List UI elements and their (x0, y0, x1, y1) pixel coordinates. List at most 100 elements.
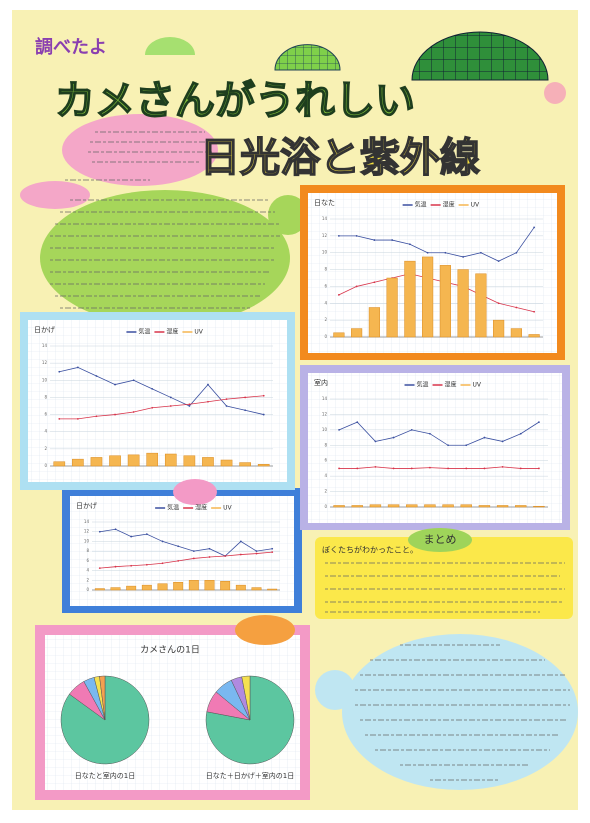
chart-title: 日なた (314, 199, 335, 207)
bar (53, 461, 66, 467)
bar (442, 504, 454, 508)
bar (515, 505, 527, 508)
bar (369, 504, 382, 508)
point (483, 436, 486, 439)
point (58, 417, 61, 420)
y-tick-label: 4 (324, 300, 327, 305)
point (114, 383, 116, 386)
legend-label: UV (194, 329, 203, 336)
point (538, 421, 540, 424)
point (114, 528, 117, 531)
point (483, 467, 486, 470)
point (169, 396, 172, 399)
bar (496, 505, 509, 508)
turtle-head (544, 82, 566, 104)
line (338, 227, 535, 262)
legend-label: UV (471, 202, 480, 209)
point (255, 550, 258, 553)
line (99, 528, 273, 557)
summary-lead: ぼくたちがわかったこと。 (322, 545, 418, 555)
point (497, 302, 500, 305)
point (519, 467, 522, 470)
bar (333, 332, 345, 338)
point (207, 400, 209, 403)
point (225, 405, 228, 407)
bar (404, 260, 416, 338)
bar (386, 277, 398, 338)
bar (183, 455, 196, 467)
point (98, 567, 101, 570)
point (271, 551, 274, 554)
point (151, 387, 154, 390)
point (515, 251, 518, 254)
y-tick-label: 8 (324, 267, 327, 272)
legend-label: UV (473, 382, 482, 389)
point (373, 281, 376, 284)
pie-label: 日なたと室内の1日 (75, 771, 135, 780)
bar (251, 587, 262, 591)
line (339, 466, 539, 469)
y-tick-label: 12 (84, 529, 90, 534)
point (533, 310, 536, 313)
pie-slice (99, 675, 106, 721)
handwriting (355, 644, 570, 781)
chart-title: 室内 (314, 378, 328, 387)
bar (457, 269, 469, 338)
legend-label: UV (223, 505, 232, 512)
summary-heading: まとめ (424, 533, 457, 546)
y-tick-label: 2 (44, 446, 47, 451)
bar (510, 328, 522, 338)
pie-slice (241, 675, 251, 721)
point (408, 243, 411, 246)
legend-label: 気温 (415, 201, 427, 209)
pie-heading: カメさんの1日 (140, 645, 200, 656)
point (207, 383, 209, 386)
point (338, 428, 340, 431)
legend-label: 湿度 (166, 328, 178, 336)
point (338, 467, 340, 470)
small-shell (274, 44, 341, 71)
y-tick-label: 0 (44, 463, 47, 468)
bar (235, 584, 246, 591)
point (169, 405, 172, 407)
green-turtle-head (268, 195, 308, 235)
point (444, 251, 447, 254)
summary-box (315, 537, 573, 619)
title: カメさんがうれしい (55, 78, 415, 124)
y-tick-label: 6 (324, 283, 327, 288)
bar (110, 587, 121, 591)
y-tick-label: 10 (42, 377, 48, 382)
bar (202, 457, 214, 467)
point (192, 557, 195, 560)
point (410, 428, 413, 431)
y-tick-label: 10 (322, 427, 328, 432)
bar (478, 505, 491, 508)
bar (475, 273, 487, 338)
y-tick-label: 12 (322, 233, 328, 238)
sticky-note (173, 479, 217, 505)
point (462, 256, 465, 258)
point (515, 306, 518, 309)
y-tick-label: 0 (324, 504, 327, 509)
bar (493, 319, 505, 338)
point (356, 467, 359, 470)
point (132, 411, 135, 413)
point (145, 563, 148, 566)
y-tick-label: 10 (322, 250, 328, 255)
bar (220, 581, 231, 591)
chart-paper (308, 373, 562, 523)
bar (239, 462, 251, 467)
bar (267, 588, 278, 591)
bar (533, 505, 545, 508)
bar (351, 328, 363, 338)
point (429, 432, 431, 435)
summary-badge (408, 528, 472, 552)
bar (220, 459, 233, 467)
point (497, 260, 500, 263)
point (151, 406, 154, 409)
point (262, 413, 265, 416)
bar (141, 584, 152, 591)
point (271, 547, 274, 550)
point (255, 552, 258, 555)
point (426, 251, 429, 254)
